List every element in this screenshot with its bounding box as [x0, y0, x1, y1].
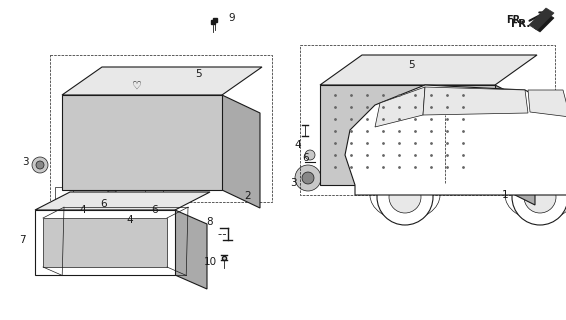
Circle shape [149, 72, 167, 90]
Polygon shape [43, 218, 167, 267]
Bar [182, 170, 196, 180]
Circle shape [158, 196, 166, 204]
Circle shape [32, 157, 48, 173]
Polygon shape [375, 87, 425, 127]
Text: 7: 7 [19, 235, 25, 245]
Polygon shape [528, 90, 566, 117]
Bar [500, 113, 528, 127]
Polygon shape [62, 95, 222, 190]
Bar [145, 187, 163, 199]
Circle shape [70, 136, 82, 148]
Text: 4: 4 [295, 140, 301, 150]
Circle shape [406, 62, 416, 72]
Text: 6: 6 [303, 153, 309, 163]
Circle shape [200, 129, 216, 145]
Circle shape [512, 169, 566, 225]
Text: 9: 9 [228, 13, 235, 23]
Bar [322, 100, 340, 120]
Circle shape [295, 165, 321, 191]
Circle shape [66, 132, 86, 152]
Text: 1: 1 [502, 190, 509, 200]
Polygon shape [35, 192, 210, 210]
Circle shape [524, 181, 556, 213]
Text: 5: 5 [195, 69, 201, 79]
Bar [55, 187, 73, 199]
Polygon shape [534, 14, 554, 32]
Polygon shape [62, 67, 262, 95]
Text: 8: 8 [207, 217, 213, 227]
Text: 4: 4 [127, 215, 134, 225]
Bar [530, 133, 552, 147]
Circle shape [389, 181, 421, 213]
Circle shape [302, 172, 314, 184]
Bar [322, 128, 340, 148]
Polygon shape [495, 85, 535, 205]
Circle shape [333, 158, 343, 168]
Text: 5: 5 [408, 60, 415, 70]
Circle shape [377, 169, 433, 225]
Polygon shape [35, 210, 175, 275]
Text: 3: 3 [290, 178, 297, 188]
Text: 10: 10 [203, 257, 217, 267]
Bar [110, 170, 124, 180]
Bar [182, 155, 196, 165]
Polygon shape [529, 8, 554, 30]
Bar [128, 170, 142, 180]
Text: FR.: FR. [506, 15, 524, 25]
Bar [146, 155, 160, 165]
Bar [500, 133, 528, 147]
Text: 6: 6 [101, 199, 108, 209]
Text: 3: 3 [22, 157, 28, 167]
Polygon shape [222, 95, 260, 208]
Circle shape [305, 150, 315, 160]
Bar [300, 45, 555, 195]
Circle shape [106, 190, 118, 202]
Circle shape [326, 151, 350, 175]
Circle shape [157, 203, 167, 213]
Circle shape [154, 77, 162, 85]
Bar [128, 155, 142, 165]
Bar [92, 170, 106, 180]
Bar [92, 103, 202, 151]
Polygon shape [320, 55, 537, 85]
Text: 4: 4 [80, 205, 86, 215]
Polygon shape [320, 85, 495, 185]
Bar [164, 155, 178, 165]
Text: 2: 2 [244, 191, 251, 201]
Text: FR.: FR. [511, 19, 530, 29]
Polygon shape [423, 87, 528, 115]
Bar [50, 55, 272, 202]
Bar [164, 170, 178, 180]
Text: 6: 6 [152, 205, 158, 215]
Circle shape [36, 161, 44, 169]
Bar [110, 155, 124, 165]
Bar [92, 155, 106, 165]
Bar [146, 170, 160, 180]
Bar [500, 173, 528, 187]
Bar [322, 156, 340, 176]
Polygon shape [345, 85, 566, 195]
Circle shape [401, 57, 421, 77]
Text: ♡: ♡ [132, 81, 142, 91]
Bar [500, 153, 528, 167]
Polygon shape [175, 210, 207, 289]
Bar [380, 95, 460, 150]
